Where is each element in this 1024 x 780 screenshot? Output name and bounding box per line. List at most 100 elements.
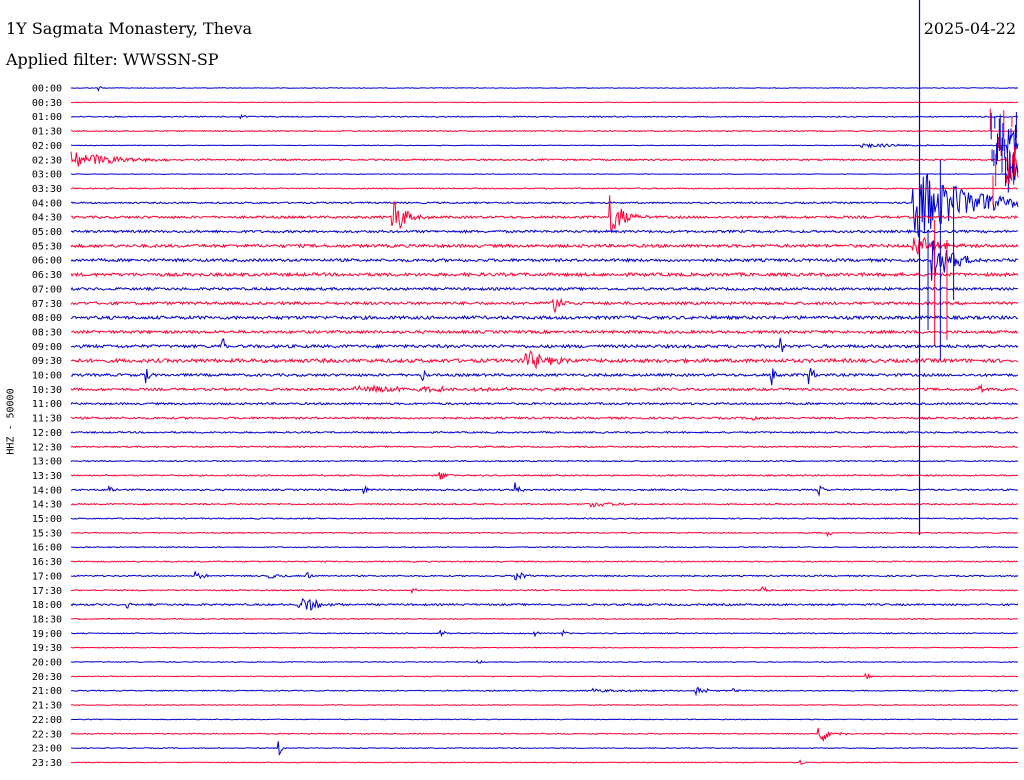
trace-line	[70, 101, 1019, 104]
time-tick-label: 04:30	[32, 213, 62, 224]
trace-line	[70, 617, 1019, 621]
trace-line	[70, 368, 1019, 386]
time-tick-label: 06:30	[32, 270, 62, 281]
time-tick-label: 23:00	[32, 744, 62, 755]
trace-line	[70, 517, 1019, 520]
time-tick-label: 10:30	[32, 385, 62, 396]
trace-line	[70, 597, 1019, 611]
time-tick-label: 08:30	[32, 327, 62, 338]
trace-line	[70, 236, 1019, 256]
time-tick-label: 06:00	[32, 256, 62, 267]
trace-line	[70, 546, 1019, 549]
time-tick-label: 21:00	[32, 686, 62, 697]
trace-line	[70, 445, 1019, 449]
time-tick-label: 02:00	[32, 141, 62, 152]
trace-line	[70, 741, 1019, 756]
trace-line	[70, 187, 1019, 190]
time-tick-label: 11:00	[32, 399, 62, 410]
trace-line	[70, 704, 1019, 707]
time-tick-label: 09:30	[32, 356, 62, 367]
time-tick-label: 04:00	[32, 198, 62, 209]
time-tick-label: 17:30	[32, 586, 62, 597]
trace-line	[70, 571, 1019, 581]
time-tick-label: 23:30	[32, 758, 62, 769]
time-tick-label: 12:00	[32, 428, 62, 439]
station-title: 1Y Sagmata Monastery, Theva	[6, 19, 253, 38]
time-tick-label: 08:00	[32, 313, 62, 324]
trace-line	[70, 329, 1018, 335]
time-tick-label: 18:30	[32, 614, 62, 625]
time-tick-label: 07:30	[32, 299, 62, 310]
trace-line	[70, 471, 1019, 480]
trace-line	[70, 150, 1019, 187]
trace-line	[70, 531, 1019, 538]
time-tick-label: 05:30	[32, 241, 62, 252]
trace-line	[70, 686, 1019, 697]
time-tick-label: 15:00	[32, 514, 62, 525]
time-tick-label: 16:30	[32, 557, 62, 568]
trace-line	[70, 297, 1019, 313]
time-tick-label: 09:00	[32, 342, 62, 353]
time-tick-label: 03:30	[32, 184, 62, 195]
trace-line	[71, 195, 1018, 232]
time-tick-label: 20:00	[32, 658, 62, 669]
trace-line	[70, 314, 1019, 321]
trace-line	[70, 502, 1019, 508]
time-tick-label: 13:00	[32, 457, 62, 468]
time-tick-label: 02:30	[32, 155, 62, 166]
trace-line	[70, 174, 1019, 238]
trace-line	[70, 560, 1019, 563]
trace-line	[70, 240, 1019, 281]
trace-line	[70, 672, 1018, 680]
trace-line	[70, 415, 1019, 421]
time-tick-label: 19:30	[32, 643, 62, 654]
time-tick-label: 18:00	[32, 600, 62, 611]
time-tick-label: 14:00	[32, 485, 62, 496]
trace-line	[70, 286, 1019, 292]
trace-line	[70, 727, 1018, 742]
time-tick-label: 07:00	[32, 284, 62, 295]
time-tick-label: 10:00	[32, 371, 62, 382]
overlay-layer	[918, 0, 1017, 535]
trace-line	[70, 759, 1019, 766]
trace-line	[70, 350, 1019, 370]
time-tick-label: 01:00	[32, 112, 62, 123]
time-tick-label: 03:00	[32, 170, 62, 181]
time-tick-label: 13:30	[32, 471, 62, 482]
trace-layer	[70, 86, 1019, 766]
trace-line	[70, 129, 1019, 159]
time-tick-label: 05:00	[32, 227, 62, 238]
trace-line	[70, 229, 1018, 234]
date-label: 2025-04-22	[923, 19, 1016, 38]
trace-line	[70, 659, 1019, 664]
trace-line	[70, 430, 1019, 435]
time-tick-label: 14:30	[32, 500, 62, 511]
trace-line	[70, 482, 1019, 497]
trace-line	[70, 129, 1019, 133]
time-tick-label: 15:30	[32, 528, 62, 539]
time-tick-label: 11:30	[32, 414, 62, 425]
time-tick-label: 20:30	[32, 672, 62, 683]
trace-line	[70, 271, 1019, 278]
time-tick-label: 21:30	[32, 701, 62, 712]
time-tick-label: 00:30	[32, 98, 62, 109]
trace-line	[70, 718, 1019, 721]
trace-line	[70, 401, 1019, 406]
trace-line	[71, 586, 1019, 595]
trace-line	[70, 383, 1018, 394]
filter-label: Applied filter: WWSSN-SP	[6, 50, 219, 69]
trace-line	[70, 86, 1019, 92]
trace-line	[70, 337, 1019, 353]
trace-line	[70, 629, 1019, 638]
time-tick-label: 19:00	[32, 629, 62, 640]
time-tick-label: 12:30	[32, 442, 62, 453]
trace-line	[70, 113, 1019, 120]
time-tick-label: 17:00	[32, 571, 62, 582]
trace-line	[70, 459, 1019, 463]
time-tick-label: 22:00	[32, 715, 62, 726]
trace-line	[70, 646, 1018, 649]
time-tick-label: 16:00	[32, 543, 62, 554]
time-tick-label: 00:00	[32, 84, 62, 95]
time-tick-label: 22:30	[32, 729, 62, 740]
